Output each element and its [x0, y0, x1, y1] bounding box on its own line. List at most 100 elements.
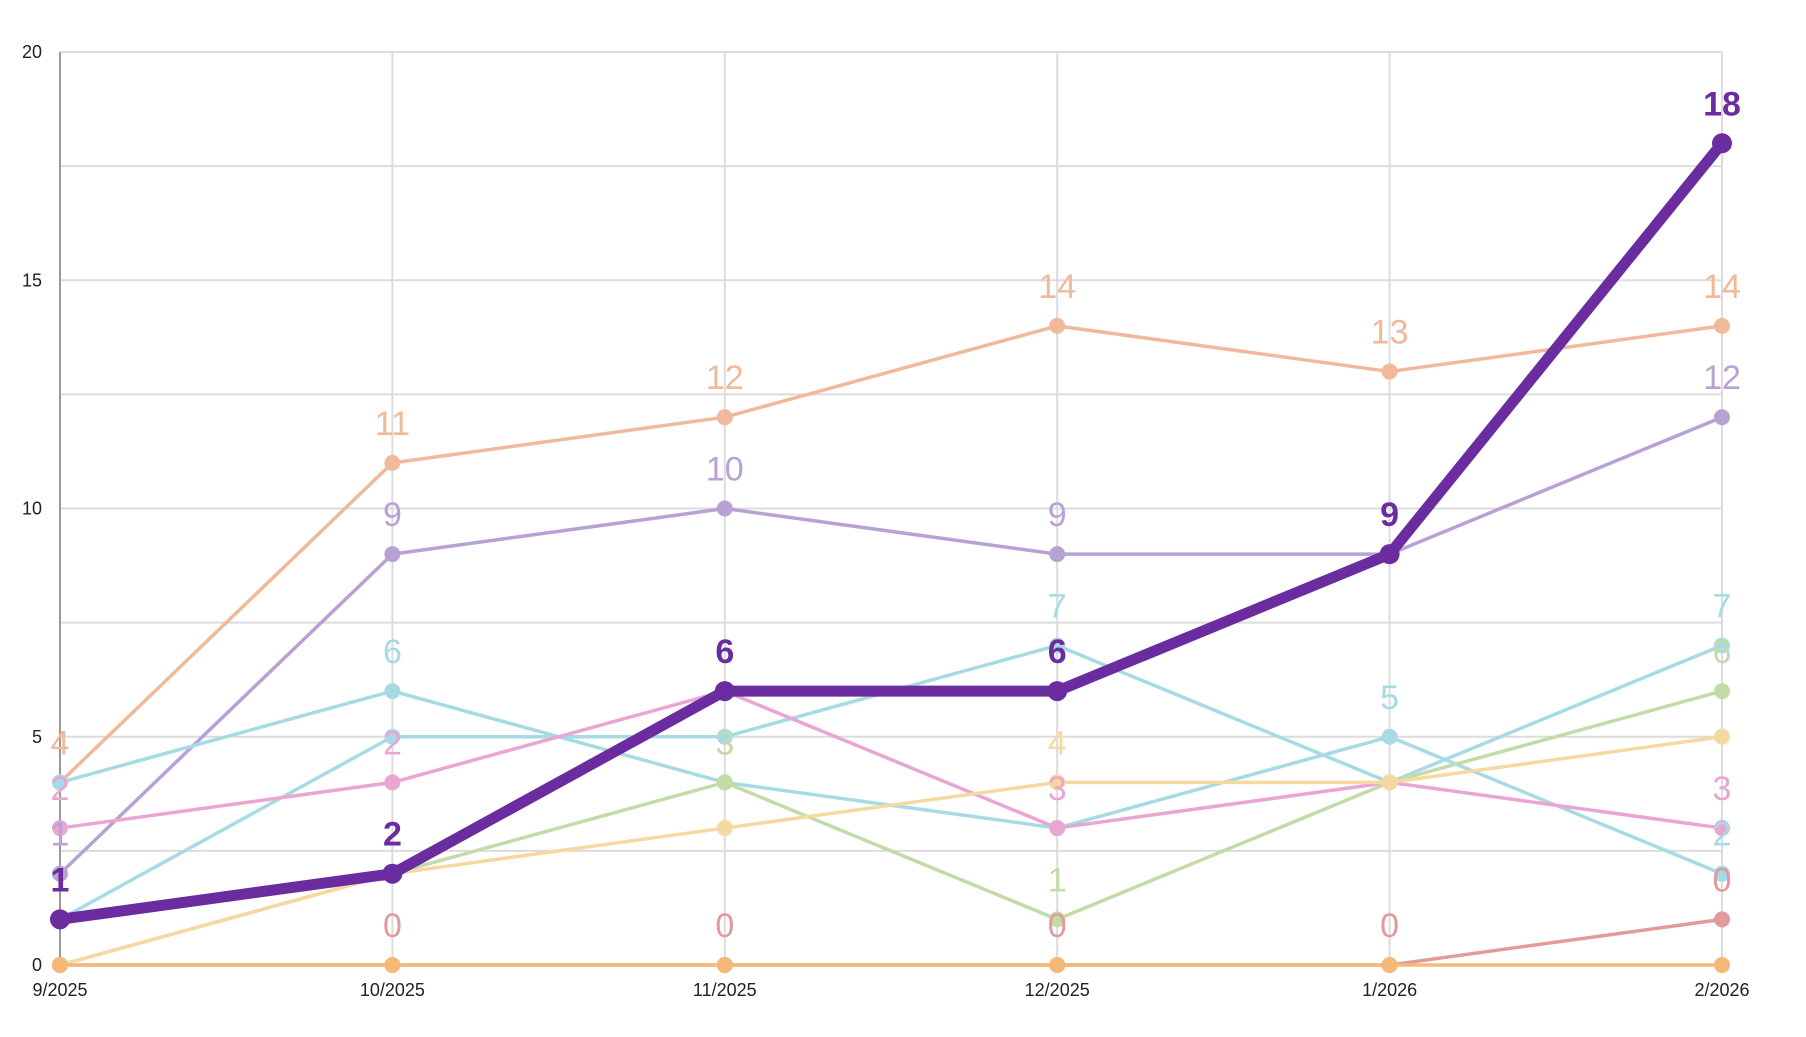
data-label: 18 [1703, 85, 1741, 123]
data-label: 2 [51, 770, 70, 808]
data-point [1049, 957, 1066, 973]
data-point [1049, 911, 1066, 928]
data-point [52, 957, 68, 973]
data-label: 6 [715, 633, 734, 671]
data-point [1714, 317, 1730, 334]
data-label: 0 [1380, 907, 1399, 945]
data-label: 3 [715, 724, 734, 762]
data-label: 2 [383, 724, 402, 762]
data-point [384, 957, 401, 973]
data-point [1049, 546, 1066, 563]
data-label: 1 [51, 861, 70, 899]
data-label: 1 [1048, 861, 1067, 899]
data-label: 12 [1703, 359, 1741, 397]
x-tick-label: 12/2025 [1025, 980, 1090, 1000]
data-point [1049, 317, 1066, 334]
data-point [716, 728, 733, 745]
data-point [52, 820, 68, 837]
data-point [716, 409, 733, 426]
axes: 9/2025 10/2025 11/2025 12/2025 1/2026 2/2026 0… [22, 42, 1750, 1000]
data-point [1714, 683, 1730, 700]
x-tick-label: 1/2026 [1362, 980, 1417, 1000]
x-tick-label: 10/2025 [360, 980, 425, 1000]
data-label: 11 [375, 405, 410, 443]
data-point [716, 774, 733, 791]
y-tick-label: 20 [22, 42, 42, 62]
data-point [1047, 681, 1068, 702]
data-label: 0 [383, 907, 402, 945]
data-label: 9 [383, 496, 402, 534]
data-label: 3 [1713, 770, 1732, 808]
series-line [58, 689, 1724, 830]
data-point [384, 683, 401, 700]
data-label: 14 [1703, 268, 1741, 306]
data-point [382, 863, 403, 884]
data-point [716, 500, 733, 517]
series-line [58, 689, 1724, 967]
data-label: 6 [1048, 633, 1067, 671]
series-orange [52, 957, 1730, 973]
data-point [384, 454, 401, 471]
data-point [1381, 363, 1398, 380]
data-point [50, 909, 70, 930]
data-label: 1 [51, 816, 70, 854]
data-point [384, 728, 401, 745]
series-purple [50, 133, 1732, 930]
data-label: 2 [383, 816, 402, 854]
data-point [52, 865, 68, 882]
data-point [52, 774, 68, 791]
data-point [716, 820, 733, 837]
data-point [1381, 774, 1398, 791]
series-line [58, 415, 1724, 876]
data-point [384, 774, 401, 791]
x-tick-label: 11/2025 [693, 980, 757, 1000]
data-label: 10 [706, 451, 744, 489]
data-point [1714, 911, 1730, 928]
data-label: 13 [1371, 314, 1409, 352]
data-label: 6 [383, 633, 402, 671]
series-green [52, 683, 1730, 973]
data-point [1712, 133, 1732, 154]
data-point [1714, 637, 1730, 654]
data-point [1049, 820, 1066, 837]
data-label: 14 [1038, 268, 1076, 306]
data-label: 0 [1048, 907, 1067, 945]
series-lavender [52, 409, 1730, 882]
series-line [58, 324, 1724, 785]
data-point [1714, 865, 1730, 882]
data-label: 6 [1713, 633, 1732, 671]
data-point [1381, 728, 1398, 745]
data-point [384, 546, 401, 563]
y-tick-label: 0 [32, 955, 42, 975]
data-label: 3 [1048, 770, 1067, 808]
data-point [1049, 637, 1066, 654]
grid [59, 51, 1723, 966]
data-label: 5 [1380, 679, 1399, 717]
x-tick-label: 2/2026 [1694, 980, 1749, 1000]
series-group [50, 133, 1732, 973]
data-point [1714, 728, 1730, 745]
y-tick-label: 10 [22, 499, 42, 519]
data-point [1379, 544, 1400, 565]
y-tick-label: 15 [22, 270, 42, 290]
data-label: 0 [715, 907, 734, 945]
data-label: 12 [706, 359, 744, 397]
data-label: 7 [1048, 587, 1067, 625]
data-point [1714, 957, 1730, 973]
x-tick-label: 9/2025 [32, 980, 87, 1000]
data-point [714, 681, 735, 702]
data-label: 2 [1713, 816, 1732, 854]
data-point [716, 957, 733, 973]
data-label: 4 [51, 724, 70, 762]
data-point [1714, 409, 1730, 426]
data-label: 9 [1380, 496, 1399, 534]
y-tick-label: 5 [32, 727, 42, 747]
data-point [1714, 820, 1730, 837]
data-label: 7 [1713, 587, 1732, 625]
series-line [58, 735, 1724, 967]
data-label: 4 [1048, 724, 1067, 762]
data-point [1049, 774, 1066, 791]
series-peach [52, 317, 1730, 791]
